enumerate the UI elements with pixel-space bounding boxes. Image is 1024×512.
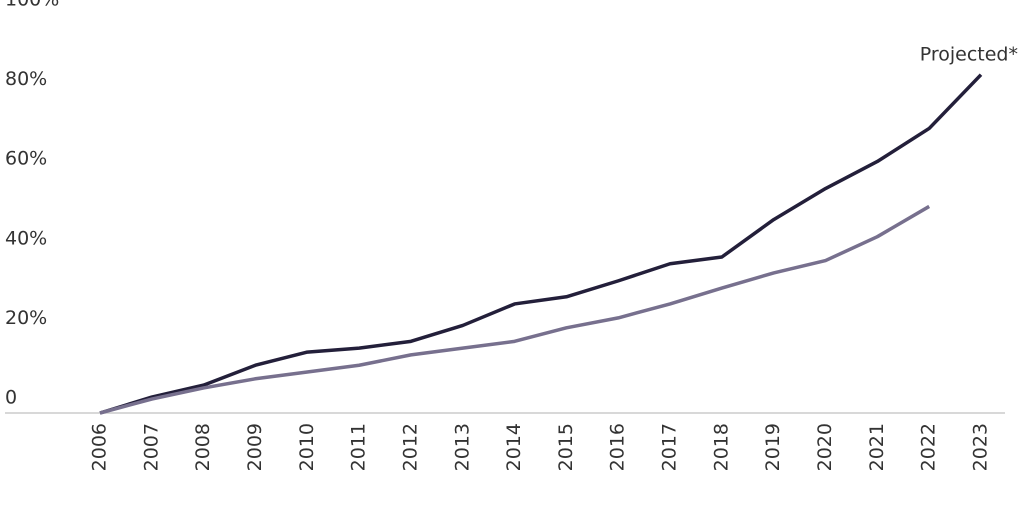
- y-tick-label: 20%: [5, 307, 47, 329]
- x-tick-label: 2023: [970, 423, 992, 471]
- x-tick-label: 2012: [399, 423, 421, 471]
- x-tick-label: 2022: [918, 423, 940, 471]
- annotation: Projected*: [920, 44, 1018, 66]
- x-tick-label: 2018: [710, 423, 732, 471]
- x-tick-label: 2014: [503, 423, 525, 471]
- x-tick-label: 2021: [866, 423, 888, 471]
- y-tick-label: 100%: [5, 0, 59, 11]
- x-tick-label: 2019: [762, 423, 784, 471]
- x-tick-label: 2017: [659, 423, 681, 471]
- x-tick-label: 2008: [192, 423, 214, 471]
- y-tick-label: 40%: [5, 227, 47, 249]
- series-line: [99, 204, 931, 415]
- x-tick-label: 2006: [89, 423, 111, 471]
- series-line: [99, 73, 983, 415]
- y-tick-label: 80%: [5, 68, 47, 90]
- y-tick-label: 0: [5, 387, 17, 409]
- x-tick-label: 2020: [814, 423, 836, 471]
- x-tick-label: 2010: [296, 423, 318, 471]
- x-tick-label: 2013: [451, 423, 473, 471]
- x-tick-label: 2016: [607, 423, 629, 471]
- x-tick-label: 2015: [555, 423, 577, 471]
- x-tick-label: 2011: [348, 423, 370, 471]
- y-tick-label: 60%: [5, 148, 47, 170]
- x-tick-label: 2009: [244, 423, 266, 471]
- x-tick-label: 2007: [140, 423, 162, 471]
